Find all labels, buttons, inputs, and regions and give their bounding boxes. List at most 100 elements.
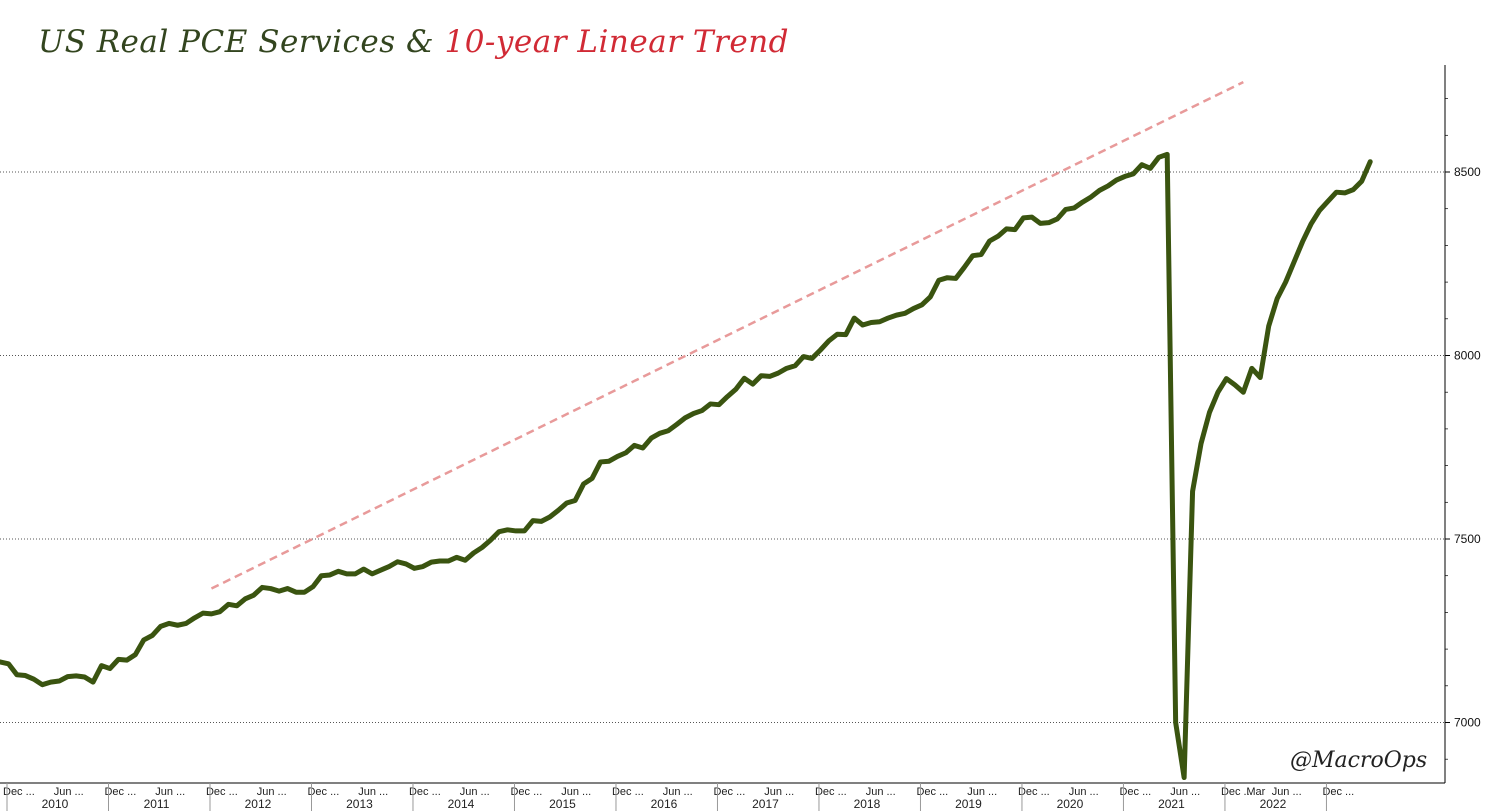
data-point <box>176 623 180 627</box>
data-point <box>387 565 391 569</box>
data-point <box>810 356 814 360</box>
data-point <box>260 585 264 589</box>
data-point <box>844 333 848 337</box>
data-point <box>692 411 696 415</box>
data-point <box>615 454 619 458</box>
data-point <box>1174 721 1178 724</box>
x-month-label: Jun ... <box>155 786 185 798</box>
data-point <box>353 572 357 576</box>
data-point <box>6 662 10 666</box>
data-point <box>556 508 560 512</box>
data-point <box>1301 240 1305 244</box>
data-point <box>565 501 569 505</box>
data-point <box>455 555 459 559</box>
data-point <box>133 653 137 657</box>
data-point <box>1351 188 1355 192</box>
x-month-label: Jun ... <box>663 786 693 798</box>
data-point <box>869 320 873 324</box>
data-point <box>277 589 281 593</box>
data-point <box>903 311 907 315</box>
data-point <box>1216 390 1220 394</box>
x-month-label: Dec ... <box>612 786 644 798</box>
x-month-label: Jun ... <box>866 786 896 798</box>
data-point <box>49 680 53 684</box>
data-point <box>590 476 594 480</box>
data-point <box>40 683 44 687</box>
data-point <box>979 253 983 257</box>
x-month-label: Jun ... <box>358 786 388 798</box>
trend-line <box>210 80 1244 590</box>
data-point <box>717 403 721 407</box>
data-point <box>311 585 315 589</box>
data-point <box>74 674 78 678</box>
data-point <box>920 303 924 307</box>
data-point <box>1191 489 1195 493</box>
data-point <box>243 597 247 601</box>
data-point <box>421 565 425 569</box>
data-point <box>142 638 146 642</box>
data-point <box>1258 376 1262 380</box>
data-point <box>1326 199 1330 203</box>
data-point <box>768 374 772 378</box>
x-year-label: 2021 <box>1158 797 1185 811</box>
data-point <box>404 562 408 566</box>
data-point <box>1284 280 1288 284</box>
data-point <box>472 551 476 555</box>
data-point <box>286 587 290 591</box>
x-month-label: Dec ... <box>815 786 847 798</box>
data-point <box>818 348 822 352</box>
data-point <box>1098 188 1102 192</box>
data-point <box>396 560 400 564</box>
x-year-label: 2014 <box>448 797 475 811</box>
data-point <box>184 621 188 625</box>
data-point <box>1267 324 1271 328</box>
data-point <box>708 402 712 406</box>
x-month-label: Mar <box>1246 786 1265 798</box>
data-point <box>531 519 535 523</box>
data-point <box>793 364 797 368</box>
title-part-2: 10-year Linear Trend <box>444 24 790 60</box>
data-point <box>624 451 628 455</box>
y-tick-label: 8000 <box>1454 349 1481 363</box>
data-point <box>83 675 87 679</box>
data-point <box>201 611 205 615</box>
data-point <box>971 254 975 258</box>
data-point <box>91 680 95 684</box>
data-point <box>1309 222 1313 226</box>
data-point <box>988 239 992 243</box>
data-point <box>497 530 501 534</box>
data-point <box>1157 155 1161 159</box>
data-point <box>734 387 738 391</box>
data-point <box>1343 191 1347 195</box>
data-point <box>751 382 755 386</box>
data-point <box>108 667 112 671</box>
data-point <box>514 529 518 533</box>
y-tick-label: 7000 <box>1454 716 1481 730</box>
data-point <box>429 560 433 564</box>
data-point <box>1233 383 1237 387</box>
data-point <box>759 374 763 378</box>
data-point <box>66 675 70 679</box>
x-year-label: 2019 <box>955 797 982 811</box>
data-point <box>1072 206 1076 210</box>
data-point <box>1250 366 1254 370</box>
data-point <box>1038 221 1042 225</box>
data-point <box>1275 297 1279 301</box>
data-point <box>438 559 442 563</box>
x-year-label: 2010 <box>42 797 69 811</box>
data-point <box>649 436 653 440</box>
x-year-label: 2022 <box>1260 797 1287 811</box>
data-point <box>1292 260 1296 264</box>
data-point <box>446 559 450 563</box>
x-month-label: Dec ... <box>206 786 238 798</box>
data-point <box>895 313 899 317</box>
data-point <box>1241 390 1245 394</box>
data-point <box>1123 174 1127 178</box>
data-point <box>700 409 704 413</box>
data-point <box>1064 207 1068 211</box>
x-month-label: Jun ... <box>460 786 490 798</box>
data-point <box>209 612 213 616</box>
x-month-label: Dec ... <box>307 786 339 798</box>
data-point <box>861 323 865 327</box>
